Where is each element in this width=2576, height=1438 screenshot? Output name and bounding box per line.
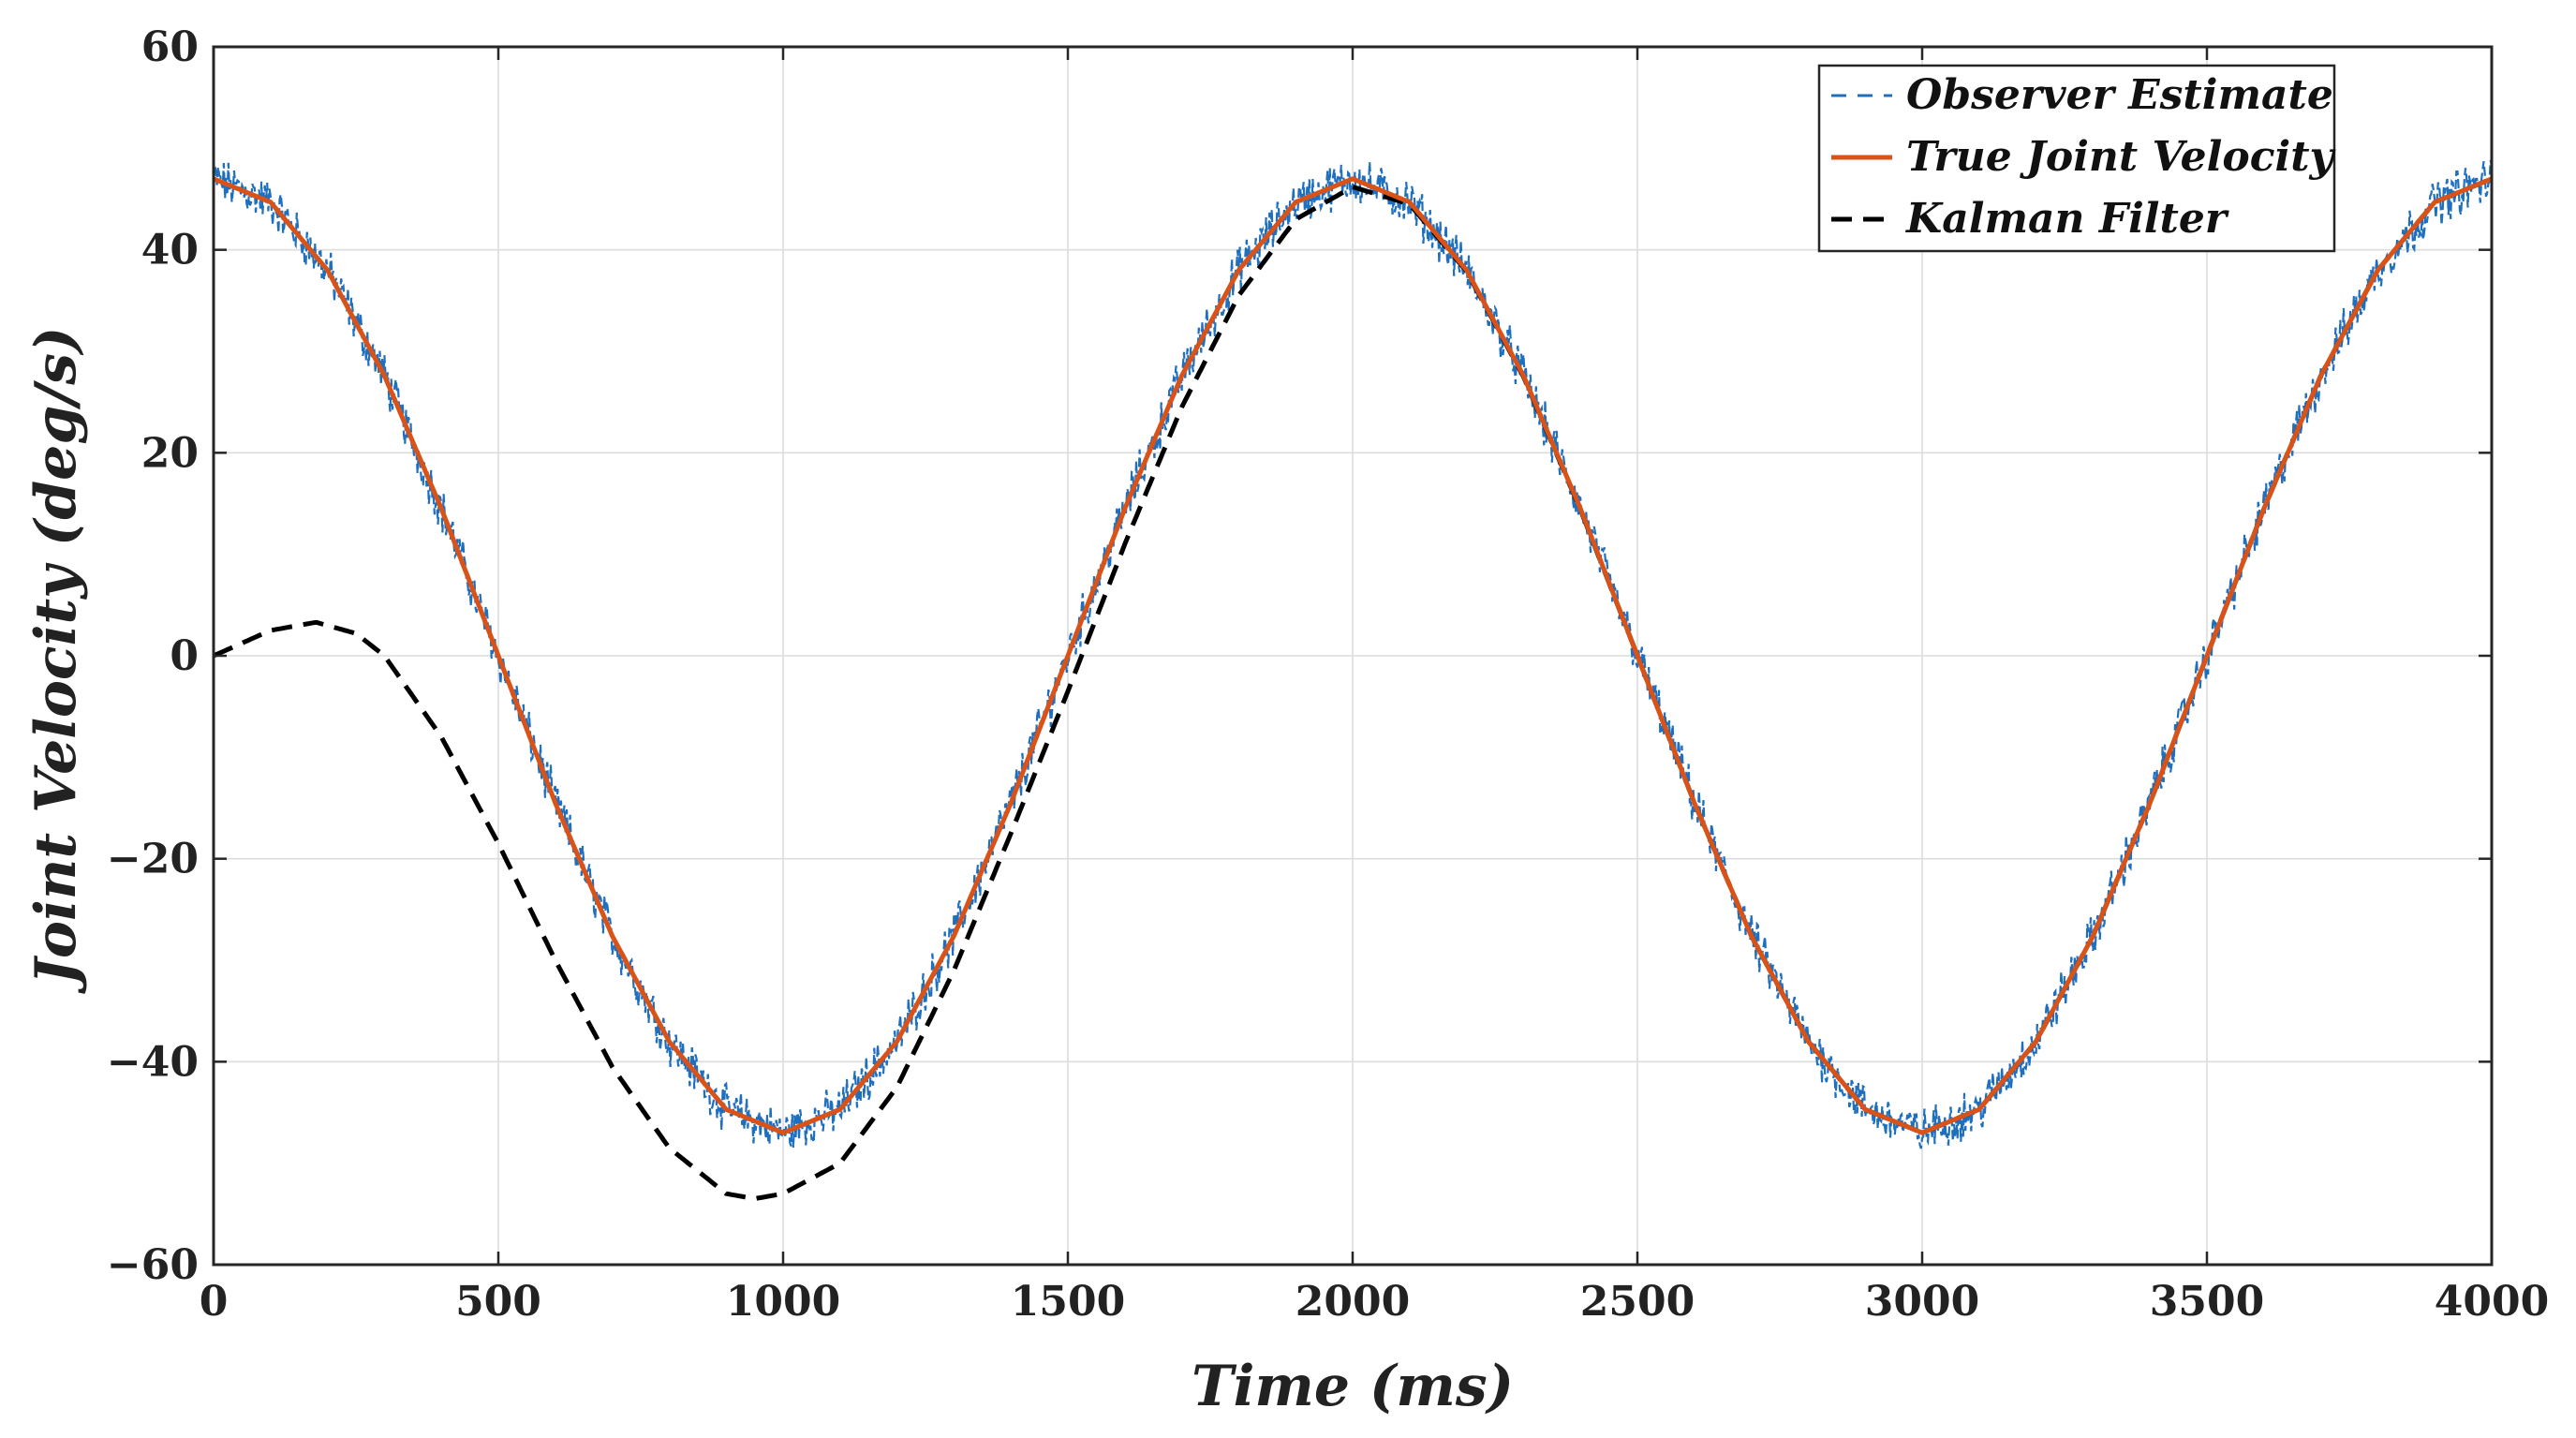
y-tick-label: −60 [107,1241,199,1289]
legend-label-true: True Joint Velocity [1906,133,2337,181]
x-tick-label: 3500 [2150,1278,2264,1326]
x-tick-label: 0 [200,1278,229,1326]
y-tick-label: 40 [141,227,199,274]
series-lines [212,159,2494,1202]
y-tick-label: 0 [170,632,199,680]
legend-box [1817,64,2336,253]
x-tick-label: 4000 [2435,1278,2549,1326]
y-axis-title: Joint Velocity (deg/s) [23,327,89,995]
ticks: 0 500 1000 1500 2000 2500 3000 3500 40006040200−… [107,23,2549,1326]
x-tick-label: 2000 [1295,1278,1410,1326]
y-tick-label: 20 [141,429,199,477]
y-tick-label: 60 [141,23,199,71]
series-line-true-joint-velocity [213,176,2493,1135]
x-tick-label: 1500 [1011,1278,1125,1326]
legend-label-observer: Observer Estimate [1906,71,2333,119]
series-line-kalman-filter [212,176,2493,1202]
x-tick-label: 2500 [1580,1278,1695,1326]
x-tick-label: 3000 [1865,1278,1979,1326]
x-axis-title: Time (ms) [1192,1354,1514,1419]
y-tick-label: −40 [107,1038,199,1086]
x-tick-label: 500 [455,1278,541,1326]
legend: Observer Estimate True Joint Velocity Ka… [1817,64,2337,253]
y-tick-label: −20 [107,836,199,883]
legend-label-kalman: Kalman Filter [1904,195,2229,243]
x-tick-label: 1000 [726,1278,840,1326]
